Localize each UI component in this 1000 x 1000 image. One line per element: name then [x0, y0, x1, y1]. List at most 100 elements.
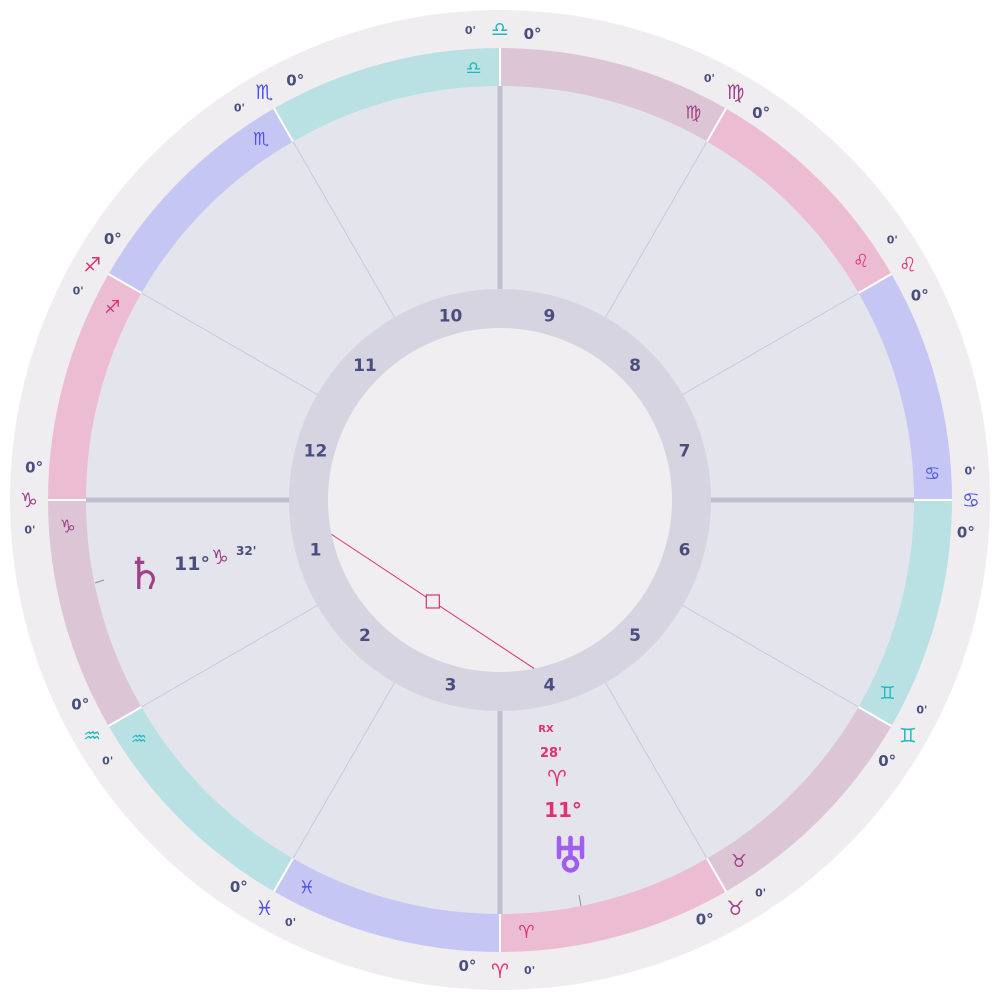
cusp-minutes: 0'	[102, 755, 113, 768]
aries-icon: ♈	[547, 767, 567, 792]
cusp-sign-icon: ♏	[256, 80, 274, 104]
zodiac-segment-libra	[274, 48, 500, 142]
planet-saturn[interactable]: ♄ 11° ♑ 32'	[94, 544, 256, 600]
uranus-icon	[556, 835, 585, 873]
cusp-degree: 0°	[752, 104, 770, 122]
zodiac-segment-leo	[707, 108, 892, 293]
capricorn-band-icon: ♑	[60, 516, 76, 537]
house-cusp-line	[682, 292, 859, 395]
cusp-degree: 0°	[524, 25, 542, 43]
cusp-label: ♎ 0° 0'	[465, 17, 542, 43]
virgo-band-icon: ♍	[685, 102, 701, 123]
uranus-position-tick	[578, 894, 582, 907]
cusp-degree: 0°	[286, 71, 304, 89]
house-cusp-line	[141, 605, 318, 708]
house-cusp-line	[292, 141, 395, 318]
house-number-2: 2	[359, 626, 371, 646]
zodiac-segment-taurus	[707, 707, 892, 892]
house-cusp-line	[682, 605, 859, 708]
cusp-label: ♋ 0° 0'	[957, 464, 980, 541]
zodiac-segment-scorpio	[108, 108, 293, 293]
house-cusp-line	[292, 682, 395, 859]
cusp-minutes: 0'	[965, 464, 976, 477]
aries-band-icon: ♈	[518, 922, 534, 943]
cusp-minutes: 0'	[73, 285, 84, 298]
house-number-1: 1	[310, 540, 322, 560]
cusp-sign-icon: ♎	[491, 17, 509, 41]
band-separator	[706, 108, 727, 142]
cusp-minutes: 0'	[24, 524, 35, 537]
cusp-degree: 0°	[878, 752, 896, 770]
cusp-sign-icon: ♒	[83, 724, 101, 748]
cusp-sign-icon: ♍	[727, 80, 745, 104]
cusp-label: ♍ 0° 0'	[704, 72, 770, 122]
cusp-label: ♌ 0° 0'	[887, 233, 929, 304]
house-divider-lines	[48, 48, 952, 952]
cusp-minutes: 0'	[524, 964, 535, 977]
cusp-degree: 0°	[230, 878, 248, 896]
cusp-label: ♉ 0° 0'	[696, 886, 766, 928]
cusp-sign-icon: ♌	[899, 253, 917, 277]
zodiac-segment-virgo	[500, 48, 726, 142]
cusp-sign-icon: ♈	[491, 959, 509, 983]
uranus-minutes: 28'	[540, 746, 562, 761]
cusp-minutes: 0'	[465, 24, 476, 37]
cusp-degree: 0°	[25, 458, 43, 476]
gemini-band-icon: ♊	[879, 683, 895, 704]
cusp-minutes: 0'	[916, 703, 927, 716]
aspect-lines	[331, 533, 535, 669]
zodiac-segment-capricorn	[48, 500, 142, 726]
planet-uranus[interactable]: RX 28' ♈ 11°	[538, 724, 585, 907]
cusp-sign-icon: ♐	[83, 253, 101, 277]
sagittarius-band-icon: ♐	[104, 297, 120, 318]
house-number-3: 3	[445, 675, 457, 695]
zodiac-band: ♈ ♉ ♊ ♋ ♌ ♍ ♎ ♏ ♐ ♑ ♒ ♓	[48, 48, 952, 952]
cusp-sign-icon: ♉	[727, 896, 745, 920]
house-cusp-labels: ♈0° 0'♉0°0'♊0°0'♋0°0'♌0°0'♍0°0'♎ 0°0'♏ 0°0'…	[20, 17, 980, 983]
cusp-minutes: 0'	[755, 886, 766, 899]
house-number-10: 10	[439, 307, 463, 327]
cusp-sign-icon: ♑	[20, 488, 38, 512]
cusp-label: ♐0° 0'	[73, 230, 122, 298]
house-number-4: 4	[544, 675, 556, 695]
capricorn-icon: ♑	[211, 545, 229, 569]
house-number-12: 12	[304, 442, 328, 462]
cusp-label: ♒ 0° 0'	[71, 696, 113, 768]
chart-rings	[10, 10, 990, 990]
house-cusp-line	[605, 141, 708, 318]
house-number-5: 5	[629, 626, 641, 646]
house-number-8: 8	[629, 356, 641, 376]
house-number-11: 11	[353, 356, 377, 376]
cusp-sign-icon: ♓	[256, 896, 274, 920]
cusp-degree: 0°	[911, 286, 929, 304]
libra-band-icon: ♎	[465, 58, 481, 79]
band-separator	[108, 273, 142, 294]
cusp-label: ♈ 0° 0'	[458, 957, 535, 983]
saturn-minutes: 32'	[236, 544, 256, 558]
saturn-position-tick	[94, 579, 105, 584]
cusp-degree: 0°	[104, 230, 122, 248]
scorpio-band-icon: ♏	[253, 129, 269, 150]
cusp-label: ♊0° 0'	[878, 703, 927, 770]
saturn-degree: 11°	[174, 553, 210, 575]
taurus-band-icon: ♉	[731, 851, 747, 872]
house-number-7: 7	[679, 442, 691, 462]
retrograde-badge: RX	[538, 724, 554, 735]
cusp-sign-icon: ♊	[899, 724, 917, 748]
house-number-6: 6	[679, 540, 691, 560]
house-cusp-line	[605, 682, 708, 859]
house-cusp-line	[141, 292, 318, 395]
zodiac-segment-aquarius	[108, 707, 293, 892]
cusp-label: ♑ 0° 0'	[20, 458, 43, 536]
cusp-minutes: 0'	[704, 72, 715, 85]
cusp-degree: 0°	[71, 696, 89, 714]
zodiac-segment-aries	[500, 858, 726, 952]
zodiac-segment-pisces	[274, 858, 500, 952]
band-separator	[273, 858, 294, 892]
aquarius-band-icon: ♒	[131, 729, 147, 750]
cusp-minutes: 0'	[234, 102, 245, 115]
cusp-degree: 0°	[696, 911, 714, 929]
house-number-9: 9	[544, 307, 556, 327]
zodiac-segment-gemini	[858, 500, 952, 726]
